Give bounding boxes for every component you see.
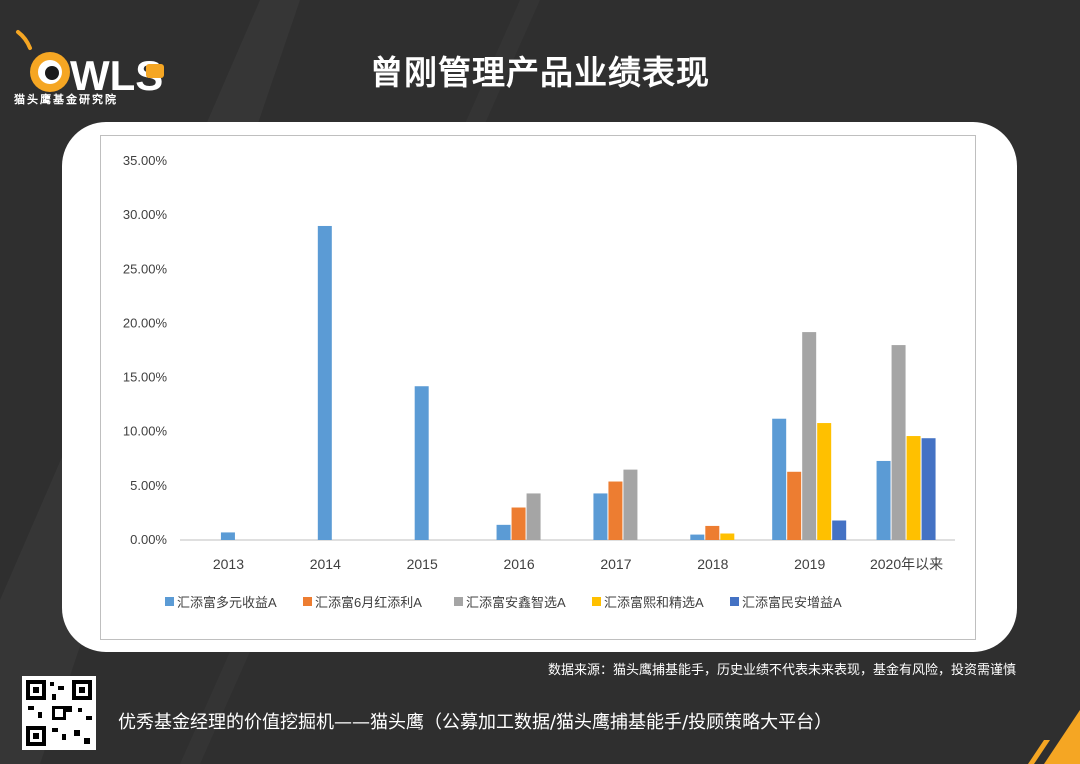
qr-code [22,676,96,750]
x-tick-label: 2020年以来 [870,556,943,572]
bar [720,533,735,540]
y-tick-label: 0.00% [130,532,167,547]
bar [817,423,832,540]
logo-subtitle: 猫头鹰基金研究院 [14,93,118,106]
bar [220,532,235,540]
legend-swatch [592,597,601,606]
source-note: 数据来源：猫头鹰捕基能手，历史业绩不代表未来表现，基金有风险，投资需谨慎 [547,663,1016,678]
bar [608,481,623,540]
y-tick-label: 5.00% [130,478,167,493]
bar [593,493,608,540]
legend-swatch [165,597,174,606]
x-tick-label: 2019 [794,556,825,572]
bar [526,493,541,540]
y-tick-label: 35.00% [123,153,168,168]
bar [317,225,332,540]
x-tick-label: 2015 [407,556,438,572]
legend-swatch [454,597,463,606]
bar [832,520,847,540]
x-tick-label: 2013 [213,556,244,572]
x-tick-label: 2014 [310,556,341,572]
chart-frame [100,135,976,640]
y-tick-label: 10.00% [123,424,168,439]
legend-swatch [303,597,312,606]
bar [623,469,638,540]
y-tick-label: 30.00% [123,207,168,222]
x-tick-label: 2018 [697,556,728,572]
footer-text: 优秀基金经理的价值挖掘机——猫头鹰（公募加工数据/猫头鹰捕基能手/投顾策略大平台… [118,712,833,733]
y-tick-label: 15.00% [123,370,168,385]
legend-label: 汇添富多元收益A [177,595,277,610]
bar [906,436,921,540]
bar [772,418,787,540]
x-tick-label: 2016 [503,556,534,572]
x-tick-label: 2017 [600,556,631,572]
bar [802,332,817,540]
bar [921,438,936,540]
corner-accent [1028,710,1080,764]
y-tick-label: 25.00% [123,261,168,276]
bar [496,524,511,540]
bar [891,345,906,540]
legend-label: 汇添富熙和精选A [604,595,704,610]
legend-swatch [730,597,739,606]
bar [511,507,526,540]
bar [876,460,891,540]
y-tick-label: 20.00% [123,315,168,330]
bar [690,534,705,540]
bar [414,386,429,540]
bar [787,471,802,540]
bar [705,525,720,540]
legend-label: 汇添富安鑫智选A [466,595,566,610]
owls-logo: WLS [16,30,164,99]
legend-label: 汇添富6月红添利A [315,595,422,610]
page-title: 曾刚管理产品业绩表现 [370,53,710,92]
legend-label: 汇添富民安增益A [742,595,842,610]
